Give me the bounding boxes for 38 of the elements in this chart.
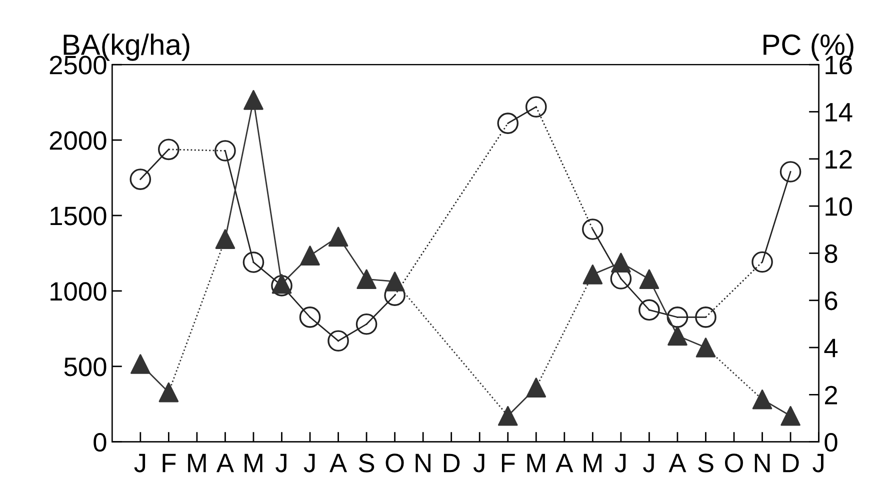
x-tick-label: M (584, 454, 602, 472)
y-tick-label: 1000 (50, 282, 106, 301)
y2-tick-label: 14 (826, 103, 852, 122)
x-tick-label: S (358, 454, 374, 472)
y-tick-label: 1500 (50, 206, 106, 226)
y2-tick-label: 4 (824, 338, 838, 358)
y2-tick-label: 12 (826, 150, 852, 168)
x-tick-label: F (502, 454, 515, 472)
x-tick-label: O (386, 454, 404, 472)
x-tick-label: J (614, 454, 626, 472)
y-tick-label: 2000 (50, 131, 106, 150)
y-tick-label: 0 (94, 432, 106, 452)
x-tick-label: J (812, 454, 824, 472)
x-tick-label: S (698, 454, 714, 472)
x-tick-label: N (754, 454, 770, 472)
x-tick-label: D (783, 454, 799, 472)
x-tick-label: M (188, 454, 206, 472)
x-tick-label: A (330, 454, 348, 472)
x-tick-label: J (473, 454, 484, 472)
x-tick-label: M (527, 454, 545, 472)
y-tick-label: 500 (64, 358, 106, 376)
x-tick-label: A (668, 454, 686, 472)
x-tick-label: J (134, 454, 146, 472)
y2-tick-label: 0 (824, 432, 838, 452)
x-tick-label: F (162, 454, 176, 472)
y2-tick-label: 8 (824, 244, 838, 264)
y2-tick-label: 2 (824, 386, 838, 404)
x-tick-label: J (304, 454, 315, 472)
x-tick-label: D (444, 454, 460, 472)
x-tick-label: M (244, 454, 262, 472)
x-tick-label: J (276, 454, 286, 472)
x-tick-label: J (643, 454, 654, 472)
x-tick-label: A (556, 454, 574, 472)
x-tick-label: N (416, 454, 430, 472)
y2-tick-label: 6 (825, 292, 838, 310)
y2-tick-label: 10 (826, 197, 852, 216)
x-tick-label: O (724, 454, 743, 472)
x-tick-label: A (216, 454, 234, 472)
